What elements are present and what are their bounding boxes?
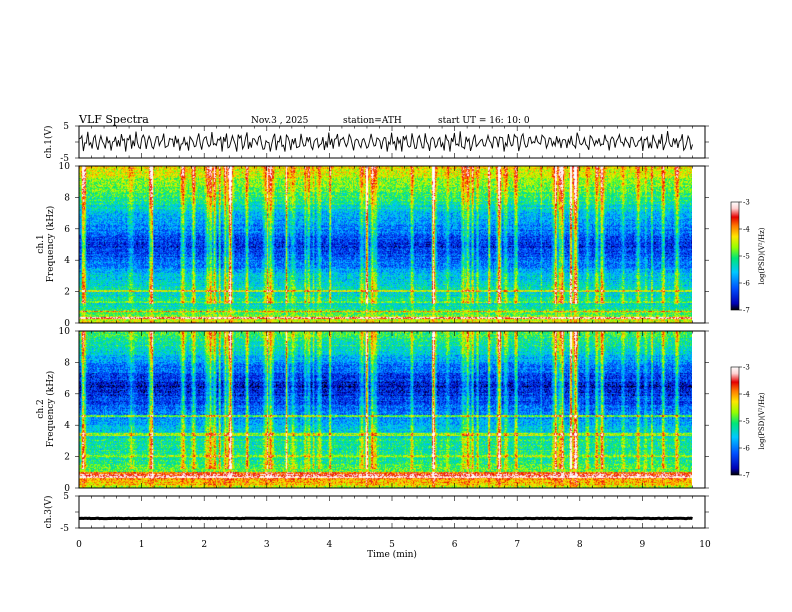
- ytick-label: 10: [59, 162, 71, 172]
- ytick-label: 2: [64, 453, 70, 463]
- colorbar-tick-label: -4: [743, 226, 750, 234]
- ch3-waveform-ticks: [75, 495, 709, 529]
- start-time-label: start UT = 16: 10: 0: [438, 116, 530, 126]
- ch3-waveform-ylabel: ch.3(V): [43, 496, 54, 529]
- ch2-spectrogram-yticks: 0 2 4 6 8 10: [59, 327, 71, 494]
- ch1-spectrogram-ylabel-channel: ch.1Frequency (kHz): [36, 206, 56, 283]
- ytick-label: 4: [64, 421, 70, 431]
- ylabel-line: ch.1: [36, 234, 46, 253]
- ch2-colorbar-ticks: -3 -4 -5 -6 -7: [739, 364, 750, 480]
- recording-date: Nov.3 , 2025: [251, 116, 309, 126]
- time-tick-label: 4: [327, 540, 333, 550]
- ch2-spectrogram-heatmap: [79, 331, 705, 488]
- ch1-colorbar: -3 -4 -5 -6 -7 log(PSD)(V²/Hz): [730, 199, 766, 315]
- chart-title: VLF Spectra: [78, 113, 149, 126]
- colorbar-tick-label: -7: [743, 307, 750, 315]
- ch1-spectrogram-panel: 0 2 4 6 8 10 ch.1Frequency (kHz): [36, 162, 709, 329]
- unrecorded-time-gap: [692, 331, 705, 488]
- ytick-label: 6: [64, 390, 70, 400]
- time-tick-label: 9: [640, 540, 646, 550]
- ch1-colorbar-label: log(PSD)(V²/Hz): [758, 227, 766, 284]
- ytick-label: 2: [64, 288, 70, 298]
- ch1-waveform-panel: 5 -5 ch.1(V): [43, 122, 709, 164]
- time-axis-label: Time (min): [367, 549, 417, 560]
- colorbar-tick-label: -3: [743, 199, 750, 207]
- ch1-spectrogram-heatmap: [79, 166, 705, 323]
- ytick-label: 8: [64, 358, 70, 368]
- ch1-waveform-trace: [78, 131, 693, 152]
- ch1-waveform-ticks: [75, 125, 709, 159]
- ytick-label: 10: [59, 327, 71, 337]
- colorbar-tick-label: -4: [743, 391, 750, 399]
- ch3-ytick-top: 5: [63, 492, 69, 502]
- time-axis-tick-labels: 0 1 2 3 4 5 6 7 8 9 10: [76, 540, 711, 550]
- ch1-colorbar-ticks: -3 -4 -5 -6 -7: [739, 199, 750, 315]
- time-tick-label: 7: [514, 540, 520, 550]
- ch1-waveform-ylabel: ch.1(V): [43, 126, 54, 159]
- time-tick-label: 1: [139, 540, 145, 550]
- ch2-colorbar-gradient: [730, 366, 740, 476]
- ch1-ytick-top: 5: [63, 122, 69, 132]
- ch1-spectrogram-image: [79, 166, 692, 323]
- ytick-label: 6: [64, 225, 70, 235]
- colorbar-tick-label: -5: [743, 253, 750, 261]
- colorbar-tick-label: -3: [743, 364, 750, 372]
- time-tick-label: 10: [699, 540, 711, 550]
- ch2-spectrogram-image: [79, 331, 692, 488]
- ylabel-line: ch.2: [36, 399, 46, 418]
- colorbar-tick-label: -5: [743, 418, 750, 426]
- ch1-ytick-bottom: -5: [60, 154, 69, 164]
- time-tick-label: 8: [577, 540, 583, 550]
- time-tick-label: 6: [452, 540, 458, 550]
- station-label: station=ATH: [343, 116, 402, 126]
- time-tick-label: 2: [201, 540, 207, 550]
- ch3-waveform-panel: 5 -5 ch.3(V): [43, 492, 709, 534]
- ytick-label: 4: [64, 256, 70, 266]
- ylabel-line: Frequency (kHz): [45, 206, 56, 283]
- ch1-colorbar-gradient: [730, 201, 740, 311]
- ch2-colorbar-label: log(PSD)(V²/Hz): [758, 392, 766, 449]
- unrecorded-time-gap: [692, 166, 705, 323]
- ch3-ytick-bottom: -5: [60, 524, 69, 534]
- time-tick-label: 0: [76, 540, 82, 550]
- time-tick-label: 3: [264, 540, 270, 550]
- ch2-spectrogram-panel: 0 2 4 6 8 10 ch.2Frequency (kHz): [36, 327, 709, 494]
- ch1-spectrogram-yticks: 0 2 4 6 8 10: [59, 162, 71, 329]
- ytick-label: 0: [64, 319, 70, 329]
- ch2-colorbar: -3 -4 -5 -6 -7 log(PSD)(V²/Hz): [730, 364, 766, 480]
- ytick-label: 8: [64, 193, 70, 203]
- colorbar-tick-label: -7: [743, 472, 750, 480]
- time-tick-label: 5: [389, 540, 395, 550]
- ch2-spectrogram-ylabel-channel: ch.2Frequency (kHz): [36, 371, 56, 448]
- ch2-spectrogram-ticks: [75, 330, 709, 489]
- ytick-label: 0: [64, 484, 70, 494]
- ylabel-line: Frequency (kHz): [45, 371, 56, 448]
- colorbar-tick-label: -6: [743, 445, 750, 453]
- ch1-spectrogram-ticks: [75, 165, 709, 324]
- colorbar-tick-label: -6: [743, 280, 750, 288]
